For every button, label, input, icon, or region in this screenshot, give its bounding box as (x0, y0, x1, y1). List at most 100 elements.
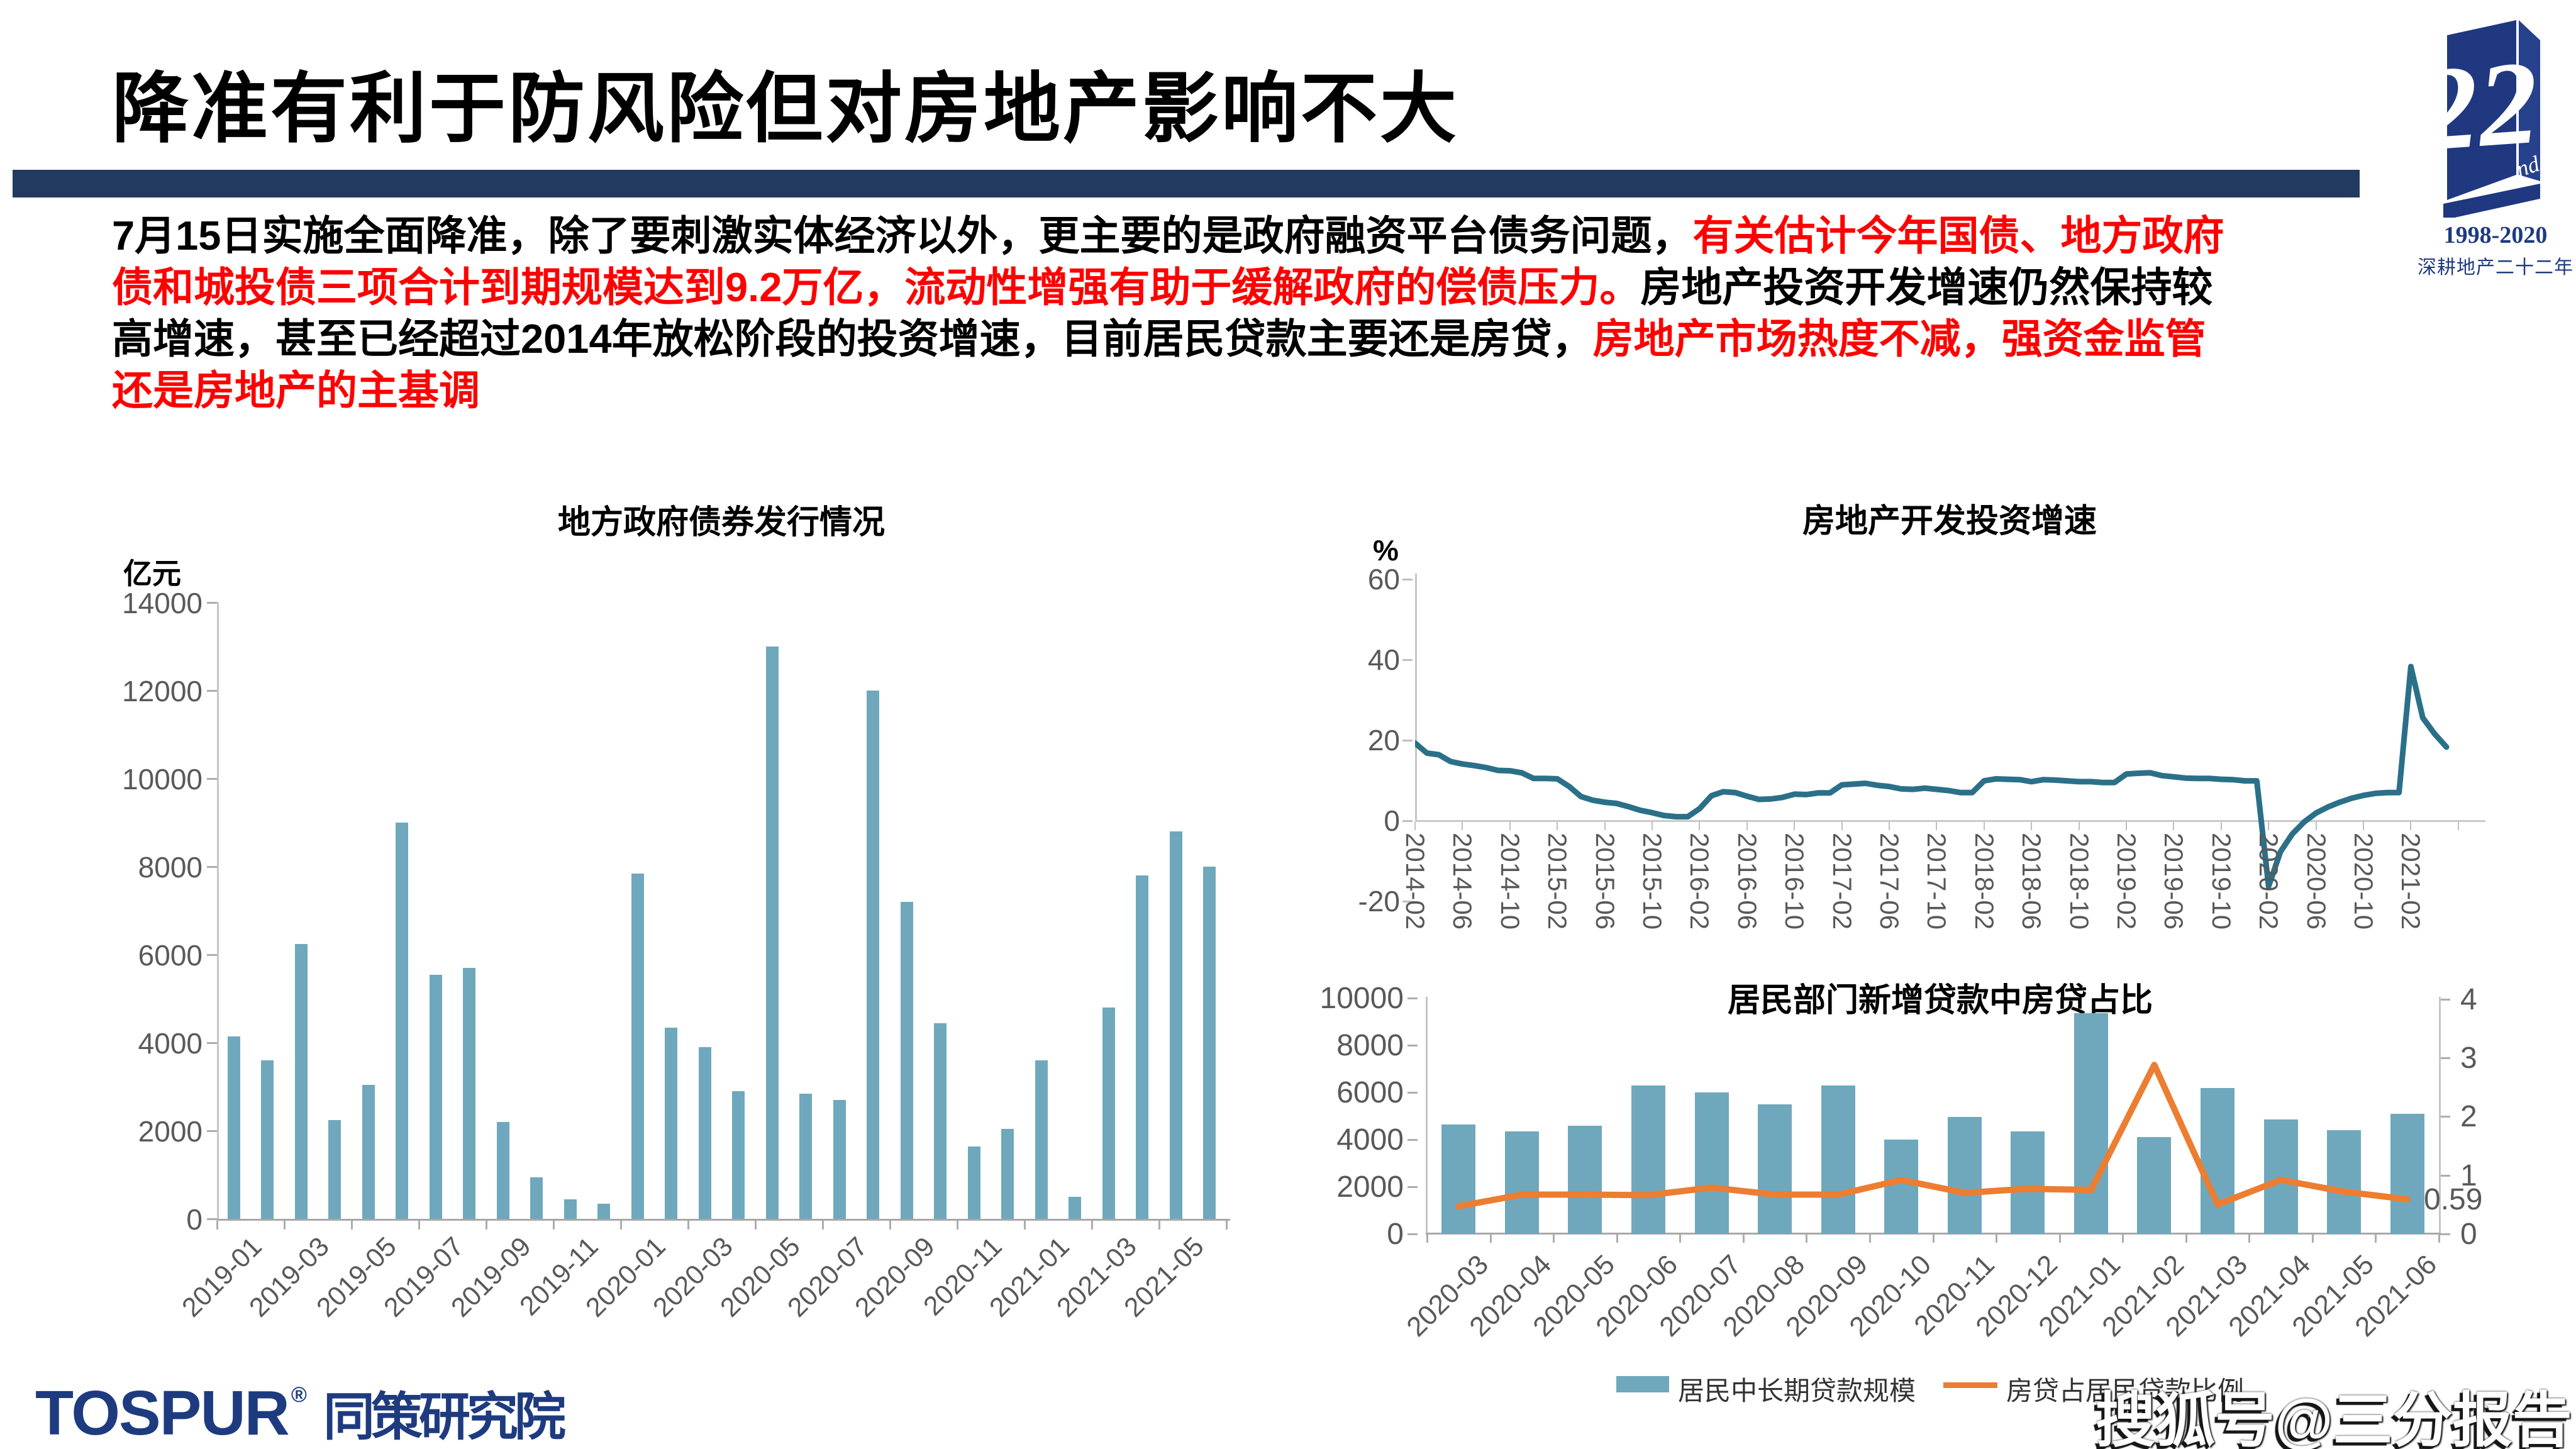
bar-2020-07 (1694, 1092, 1729, 1234)
registered-mark-icon: ® (291, 1383, 307, 1407)
x-axis-line (1426, 1233, 2441, 1235)
y-tick (207, 602, 218, 604)
legend-line-swatch (1943, 1382, 1997, 1388)
anniversary-badge: 22 nd 1998-2020 深耕地产二十二年 (2414, 16, 2576, 279)
left-y-tick (1407, 1186, 1418, 1188)
bar-2021-05 (2327, 1130, 2362, 1234)
bar-2020-02 (665, 1027, 678, 1219)
x-tick (1699, 822, 1701, 830)
bar-2019-06 (396, 823, 409, 1219)
x-tick (2058, 1235, 2061, 1243)
y-axis-line (217, 602, 219, 1219)
intro-text-red: 房地产市场热度不减，强资金监管 (1592, 316, 2206, 362)
bar-2019-04 (328, 1119, 341, 1219)
x-tick (1024, 1221, 1026, 1230)
bar-2019-03 (294, 943, 308, 1219)
y-tick-label: 12000 (122, 675, 203, 708)
page-title: 降准有利于防风险但对房地产影响不大 (112, 66, 1459, 152)
x-tick (1889, 822, 1890, 830)
last-value-annotation: 0.59 (2424, 1183, 2483, 1216)
x-tick (1996, 1235, 1998, 1243)
y-tick (1402, 820, 1413, 822)
legend-line-label: 房贷占居民贷款比例 (2006, 1376, 2245, 1406)
x-tick (822, 1221, 824, 1230)
x-tick (1936, 822, 1938, 830)
bar-2021-03 (2201, 1087, 2235, 1234)
y-tick (207, 1042, 218, 1044)
x-tick (2311, 1235, 2314, 1243)
x-tick (1983, 822, 1985, 830)
bar-2019-10 (530, 1177, 543, 1219)
bar-2020-10 (1884, 1140, 1919, 1234)
intro-text-black: 高增速，甚至已经超过2014年放松阶段的投资增速，目前居民贷款主要还是房贷， (112, 316, 1593, 362)
bar-2020-12 (1001, 1128, 1014, 1219)
x-tick (1557, 822, 1558, 830)
right-y-tick-label: 0 (2460, 1218, 2477, 1251)
y-tick-label: 40 (1367, 643, 1400, 676)
x-tick (486, 1221, 487, 1230)
bar-2021-06 (2390, 1113, 2424, 1234)
bar-2019-01 (227, 1036, 240, 1219)
x-tick (957, 1221, 958, 1230)
x-tick (1414, 822, 1416, 830)
y-tick-label: 60 (1367, 563, 1400, 596)
svg-text:22: 22 (2442, 36, 2543, 177)
right-y-tick-label: 1 (2460, 1158, 2477, 1192)
x-tick (1604, 822, 1606, 830)
bar-2019-11 (564, 1199, 577, 1219)
x-tick (2220, 822, 2222, 830)
y-tick (207, 954, 218, 956)
y-tick (1402, 901, 1413, 902)
y-tick (1402, 740, 1413, 741)
bar-2019-09 (496, 1122, 509, 1219)
bar-2020-07 (833, 1100, 846, 1219)
right-y-tick-label: 2 (2460, 1100, 2477, 1134)
investment-chart-title: 房地产开发投资增速 (1802, 503, 2097, 540)
legend-bar-swatch (1616, 1376, 1669, 1392)
bar-2019-02 (261, 1060, 274, 1219)
left-y-tick (1407, 1139, 1418, 1141)
investment-growth-line (1415, 663, 2450, 889)
y-tick-label: 0 (1384, 804, 1400, 837)
intro-line-1: 7月15日实施全面降准，除了要刺激实体经济以外，更主要的是政府融资平台债务问题，… (112, 210, 2224, 262)
y-tick-label: 2000 (138, 1115, 203, 1148)
left-y-axis-line (1426, 997, 1428, 1235)
x-tick (1806, 1235, 1808, 1243)
intro-text-red: 有关估计今年国债、地方政府 (1692, 213, 2224, 258)
badge-years: 1998-2020 (2443, 222, 2548, 248)
intro-line-2: 债和城投债三项合计到期规模达到9.2万亿，流动性增强有助于缓解政府的偿债压力。房… (112, 262, 2212, 313)
bar-2020-05 (1568, 1125, 1602, 1234)
bar-2020-03 (698, 1047, 711, 1219)
bar-2020-01 (631, 873, 644, 1219)
right-y-tick (2440, 1116, 2450, 1118)
x-tick (2268, 822, 2270, 830)
investment-chart-unit: % (1373, 534, 1399, 567)
left-y-tick-label: 10000 (1319, 982, 1404, 1015)
x-tick (1158, 1221, 1160, 1230)
x-tick (2126, 822, 2127, 830)
y-tick-label: 8000 (138, 851, 203, 884)
y-tick-label: 0 (186, 1203, 203, 1236)
bar-2021-04 (1136, 875, 1149, 1219)
x-tick (351, 1221, 353, 1230)
bar-2020-11 (1947, 1117, 1982, 1234)
bar-2021-03 (1102, 1008, 1115, 1219)
y-tick (207, 690, 218, 692)
x-tick (2315, 822, 2317, 830)
x-tick (2173, 822, 2175, 830)
bar-2020-12 (2011, 1131, 2045, 1234)
x-tick (755, 1221, 757, 1230)
x-axis-line (1415, 820, 2485, 822)
left-y-tick-label: 2000 (1336, 1170, 1404, 1204)
right-y-tick (2440, 1174, 2450, 1177)
left-y-tick-label: 0 (1387, 1218, 1404, 1251)
legend-bar-label: 居民中长期贷款规模 (1678, 1376, 1916, 1406)
intro-text-red: 债和城投债三项合计到期规模达到9.2万亿，流动性增强有助于缓解政府的偿债压力。 (112, 264, 1641, 310)
x-tick (1652, 822, 1653, 830)
x-tick (553, 1221, 555, 1230)
x-tick (2363, 822, 2364, 830)
bar-2021-05 (1169, 831, 1182, 1219)
x-tick (1679, 1235, 1682, 1243)
tospur-logo: TOSPUR ® 同策研究院 (35, 1375, 566, 1449)
x-tick (1616, 1235, 1618, 1243)
